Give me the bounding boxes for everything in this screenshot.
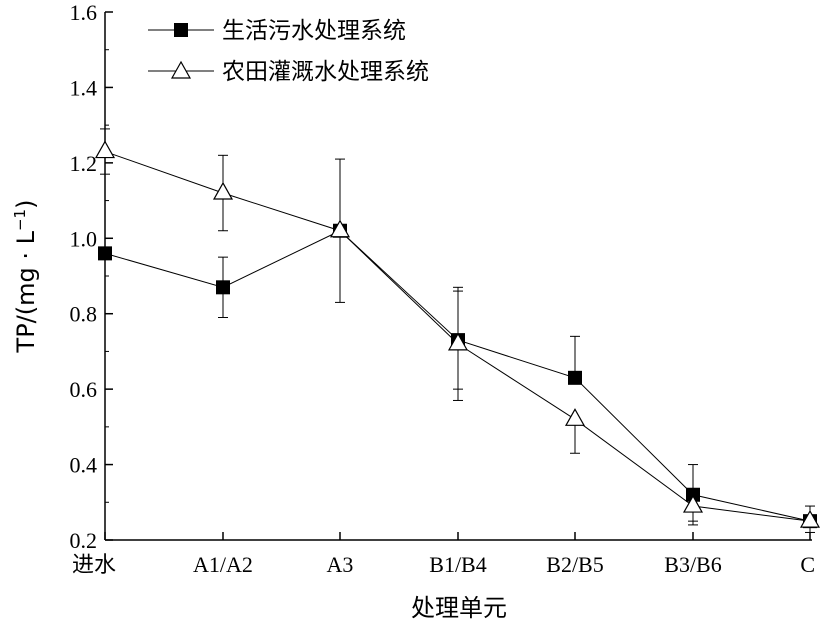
series-2-point-3 — [447, 332, 469, 351]
series-2-point-6 — [799, 509, 821, 528]
x-tick-label-5: B3/B6 — [664, 552, 721, 577]
x-tick-label-6: C — [800, 552, 815, 577]
series-2-point-0 — [94, 140, 116, 159]
series-2-point-2 — [329, 219, 351, 238]
series-1-point-0 — [98, 246, 112, 261]
x-tick-label-0: 进水 — [72, 552, 116, 577]
legend-marker-series-2 — [170, 60, 192, 79]
y-tick-label-4: 1.0 — [70, 226, 98, 251]
x-tick-label-4: B2/B5 — [546, 552, 603, 577]
y-axis-title: TP/(mg · L−1) — [11, 200, 40, 354]
series-1-point-5 — [686, 487, 700, 502]
legend: 生活污水处理系统 农田灌溉水处理系统 — [148, 18, 429, 85]
legend-label-series-2: 农田灌溉水处理系统 — [222, 59, 429, 85]
y-tick-label-6: 1.4 — [70, 75, 98, 100]
y-tick-label-7: 1.6 — [70, 0, 98, 25]
x-tick-label-1: A1/A2 — [193, 552, 253, 577]
x-tick-label-3: B1/B4 — [429, 552, 486, 577]
legend-marker-series-1 — [174, 23, 188, 37]
x-tick-label-2: A3 — [327, 552, 354, 577]
y-tick-label-1: 0.4 — [70, 453, 98, 478]
y-tick-label-2: 0.6 — [70, 377, 98, 402]
series-1-point-1 — [216, 280, 230, 295]
y-axis-title-end: ) — [12, 200, 40, 209]
y-tick-label-3: 0.8 — [70, 302, 98, 327]
series-1-point-4 — [568, 370, 582, 385]
series-2-point-4 — [564, 408, 586, 426]
y-axis-title-main: TP/(mg · L — [12, 230, 40, 353]
y-axis-title-sup: −1 — [11, 209, 29, 231]
x-axis-title: 处理单元 — [411, 594, 507, 622]
series-2-point-5 — [682, 494, 704, 513]
series-2-point-1 — [212, 181, 234, 200]
y-tick-label-0: 0.2 — [70, 528, 98, 553]
series-2 — [94, 128, 821, 533]
legend-label-series-1: 生活污水处理系统 — [222, 18, 406, 44]
y-tick-label-5: 1.2 — [70, 151, 98, 176]
